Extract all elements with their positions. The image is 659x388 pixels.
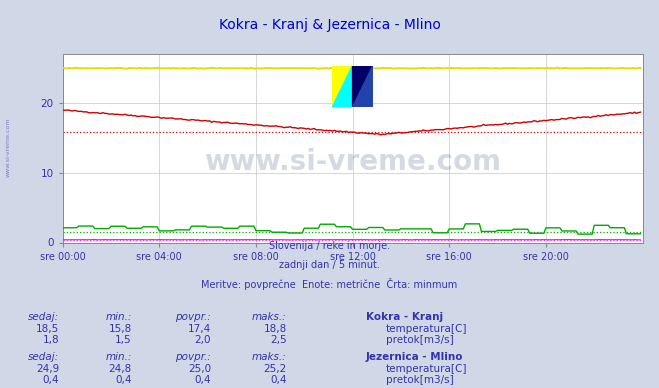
Text: 0,4: 0,4 bbox=[194, 375, 211, 385]
Text: sedaj:: sedaj: bbox=[28, 352, 59, 362]
Text: 15,8: 15,8 bbox=[109, 324, 132, 334]
Text: temperatura[C]: temperatura[C] bbox=[386, 324, 467, 334]
Text: 25,0: 25,0 bbox=[188, 364, 211, 374]
Text: Slovenija / reke in morje.: Slovenija / reke in morje. bbox=[269, 241, 390, 251]
Text: 2,0: 2,0 bbox=[194, 335, 211, 345]
Text: pretok[m3/s]: pretok[m3/s] bbox=[386, 375, 453, 385]
Text: sedaj:: sedaj: bbox=[28, 312, 59, 322]
Text: povpr.:: povpr.: bbox=[175, 312, 211, 322]
Text: 1,5: 1,5 bbox=[115, 335, 132, 345]
Text: 0,4: 0,4 bbox=[270, 375, 287, 385]
Text: min.:: min.: bbox=[105, 352, 132, 362]
Text: 18,5: 18,5 bbox=[36, 324, 59, 334]
Text: maks.:: maks.: bbox=[252, 352, 287, 362]
Text: temperatura[C]: temperatura[C] bbox=[386, 364, 467, 374]
Text: 2,5: 2,5 bbox=[270, 335, 287, 345]
Text: 17,4: 17,4 bbox=[188, 324, 211, 334]
Text: www.si-vreme.com: www.si-vreme.com bbox=[6, 118, 11, 177]
Text: min.:: min.: bbox=[105, 312, 132, 322]
Text: 0,4: 0,4 bbox=[115, 375, 132, 385]
Text: Jezernica - Mlino: Jezernica - Mlino bbox=[366, 352, 463, 362]
Text: 25,2: 25,2 bbox=[264, 364, 287, 374]
Text: zadnji dan / 5 minut.: zadnji dan / 5 minut. bbox=[279, 260, 380, 270]
Text: Kokra - Kranj: Kokra - Kranj bbox=[366, 312, 443, 322]
Text: povpr.:: povpr.: bbox=[175, 352, 211, 362]
Text: 24,9: 24,9 bbox=[36, 364, 59, 374]
Text: maks.:: maks.: bbox=[252, 312, 287, 322]
Text: www.si-vreme.com: www.si-vreme.com bbox=[204, 147, 501, 176]
Text: pretok[m3/s]: pretok[m3/s] bbox=[386, 335, 453, 345]
Text: Kokra - Kranj & Jezernica - Mlino: Kokra - Kranj & Jezernica - Mlino bbox=[219, 18, 440, 32]
Text: 1,8: 1,8 bbox=[43, 335, 59, 345]
Text: 0,4: 0,4 bbox=[43, 375, 59, 385]
Text: 24,8: 24,8 bbox=[109, 364, 132, 374]
Text: Meritve: povprečne  Enote: metrične  Črta: minmum: Meritve: povprečne Enote: metrične Črta:… bbox=[202, 278, 457, 289]
Text: 18,8: 18,8 bbox=[264, 324, 287, 334]
